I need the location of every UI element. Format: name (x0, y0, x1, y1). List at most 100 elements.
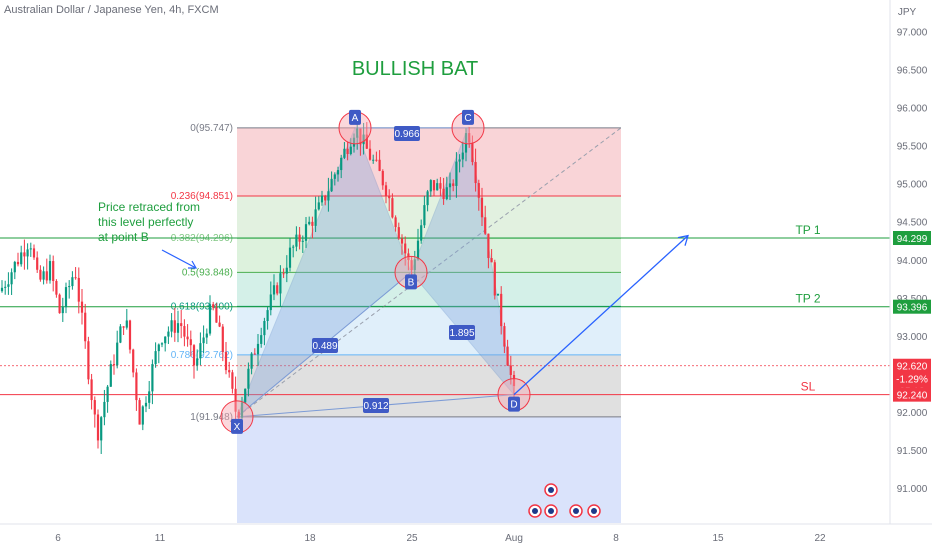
candle-body (36, 257, 39, 270)
annotation-text: Price retraced from (98, 200, 200, 214)
ratio-label: 0.489 (312, 341, 337, 352)
candle-body (487, 233, 490, 259)
candle-body (493, 262, 496, 296)
candle-body (362, 134, 365, 145)
x-tick-label: 25 (406, 533, 418, 544)
candle-body (509, 365, 512, 376)
candle-body (276, 285, 279, 294)
candle-body (474, 162, 477, 184)
candle-body (356, 128, 359, 138)
candle-body (128, 320, 132, 350)
candle-body (416, 240, 420, 260)
candle-body (141, 406, 144, 425)
fib-level-label: 0(95.747) (190, 123, 233, 134)
candle-body (71, 277, 74, 287)
candle-body (263, 321, 266, 336)
x-tick-label: 15 (712, 533, 724, 544)
y-tick-label: 91.500 (897, 446, 928, 457)
candle-body (368, 148, 372, 160)
candle-body (285, 267, 288, 274)
candle-body (314, 209, 317, 226)
candle-body (468, 133, 471, 143)
y-tick-label: 95.000 (897, 180, 928, 191)
fib-zone (237, 238, 621, 273)
level-label: TP 2 (795, 292, 820, 306)
pivot-badge (508, 396, 520, 412)
candle-body (154, 351, 157, 365)
candle-body (397, 227, 400, 239)
candle-body (292, 246, 295, 248)
event-flag-dot (548, 508, 554, 514)
y-tick-label: 96.500 (897, 66, 928, 77)
x-tick-label: 22 (814, 533, 826, 544)
candle-body (320, 195, 324, 203)
candle-body (400, 238, 404, 244)
symbol-title: Australian Dollar / Japanese Yen, 4h, FX… (4, 4, 219, 16)
candle-body (87, 341, 90, 380)
candle-body (391, 198, 394, 218)
candle-body (13, 261, 16, 273)
annotation-arrow (161, 249, 197, 269)
candle-body (160, 343, 164, 345)
candle-body (378, 159, 381, 171)
candle-body (240, 402, 244, 418)
y-tick-label: 93.500 (897, 294, 928, 305)
candle-body (122, 326, 125, 328)
candle-body (215, 307, 218, 323)
annotation-text: at point B (98, 230, 149, 244)
candle-body (112, 364, 116, 366)
ratio-label: 0.912 (363, 401, 388, 412)
candle-body (295, 234, 298, 247)
annotation-text: this level perfectly (98, 215, 193, 229)
projection-arrow (513, 235, 689, 396)
candle-body (64, 287, 68, 308)
y-tick-label: 95.500 (897, 142, 928, 153)
candle-body (4, 286, 7, 288)
candle-body (109, 364, 112, 387)
ratio-label: 0.966 (394, 129, 419, 140)
candle-body (410, 260, 413, 271)
candle-body (45, 271, 48, 281)
candle-body (237, 411, 240, 418)
candle-body (349, 146, 352, 155)
candle-body (394, 217, 397, 228)
candle-body (218, 322, 221, 327)
candle-body (125, 320, 128, 328)
pivot-badge (231, 418, 243, 434)
candle-body (384, 185, 388, 197)
candle-body (452, 183, 455, 186)
candle-body (506, 346, 509, 366)
candle-body (308, 221, 311, 225)
candle-body (205, 333, 208, 338)
candle-body (426, 191, 429, 206)
fib-zone (237, 127, 621, 197)
x-tick-label: 8 (613, 533, 619, 544)
ratio-badge (312, 338, 338, 353)
candle-body (272, 285, 276, 295)
projection-arrow-head (677, 234, 689, 246)
pivot-badge (462, 109, 474, 125)
candle-body (183, 326, 186, 337)
fib-level-label: 0.5(93.848) (182, 267, 233, 278)
event-flag-dot (573, 508, 579, 514)
candle-body (327, 191, 330, 201)
price-tag-label: 92.240 (897, 391, 928, 402)
candle-body (336, 170, 340, 175)
candle-body (234, 388, 237, 412)
candle-body (436, 183, 439, 191)
x-tick-label: 11 (155, 533, 166, 544)
ratio-label: 1.895 (449, 328, 474, 339)
candle-body (512, 375, 516, 387)
fib-level-label: 1(91.948) (190, 412, 233, 423)
pivot-label: B (408, 277, 415, 288)
candle-body (352, 137, 356, 147)
candle-body (68, 286, 71, 288)
candle-body (10, 272, 13, 285)
candle-body (221, 326, 224, 353)
candle-body (461, 152, 464, 160)
candle-body (164, 336, 167, 344)
y-tick-label: 94.000 (897, 256, 928, 267)
candle-body (231, 372, 234, 389)
candle-body (167, 331, 170, 337)
